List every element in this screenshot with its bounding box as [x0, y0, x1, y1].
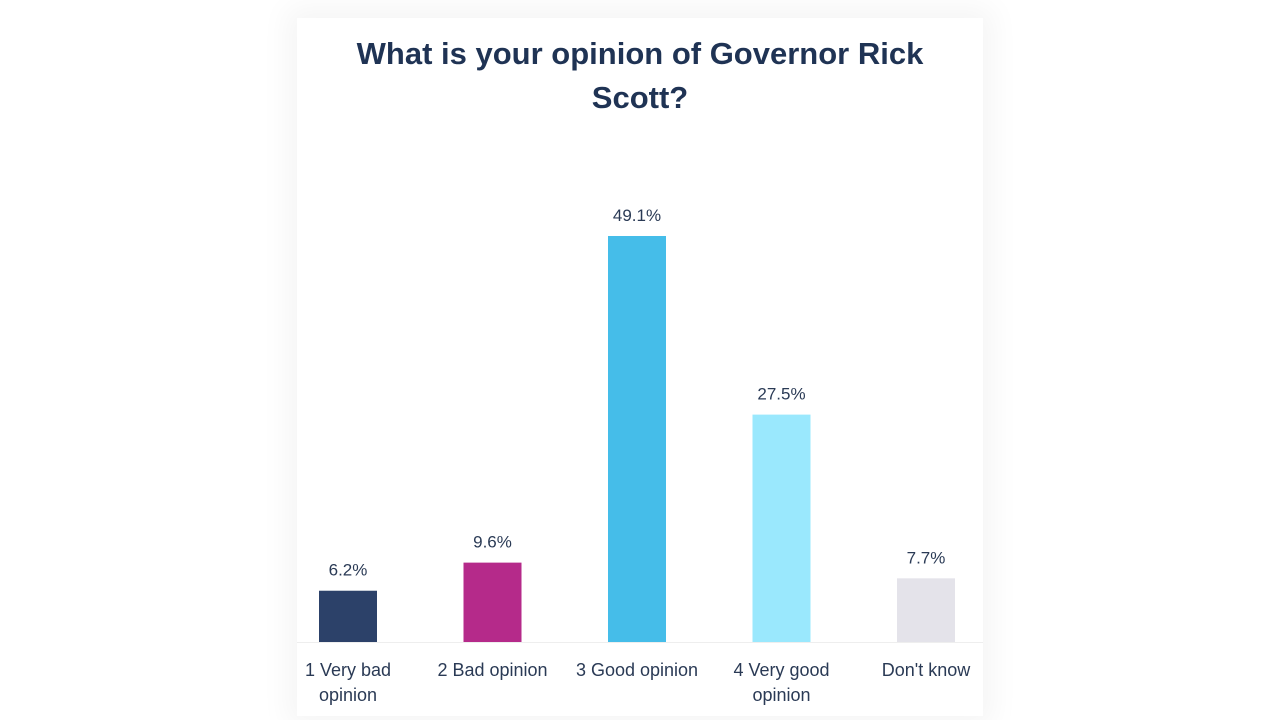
bar-4 — [752, 414, 811, 642]
bar-3 — [608, 236, 666, 642]
value-label-4: 27.5% — [757, 385, 805, 404]
category-labels: 1 Very bad opinion 2 Bad opinion 3 Good opi… — [305, 660, 971, 705]
category-label-1-line-1: 1 Very bad — [305, 660, 391, 680]
bar-2 — [463, 562, 522, 642]
chart-card: What is your opinion of Governor Rick Sco… — [297, 18, 983, 716]
value-label-1: 6.2% — [329, 561, 368, 580]
chart-title: What is your opinion of Governor Rick Sco… — [357, 36, 924, 115]
value-label-5: 7.7% — [907, 548, 946, 567]
category-label-4-line-2: opinion — [752, 685, 810, 705]
category-label-5: Don't know — [882, 660, 971, 680]
category-label-4-line-1: 4 Very good — [733, 660, 829, 680]
value-label-2: 9.6% — [473, 533, 512, 552]
bar-5 — [897, 578, 955, 642]
category-label-1-line-2: opinion — [319, 685, 377, 705]
category-label-2-line-1: 2 Bad opinion — [437, 660, 547, 680]
category-label-4: 4 Very good opinion — [733, 660, 829, 705]
category-label-3: 3 Good opinion — [576, 660, 698, 680]
chart-title-line-1: What is your opinion of Governor Rick — [357, 36, 924, 71]
bar-chart: What is your opinion of Governor Rick Sco… — [297, 36, 983, 705]
chart-title-line-2: Scott? — [592, 80, 688, 115]
category-label-3-line-1: 3 Good opinion — [576, 660, 698, 680]
category-label-2: 2 Bad opinion — [437, 660, 547, 680]
value-label-3: 49.1% — [613, 206, 661, 225]
value-labels: 6.2% 9.6% 49.1% 27.5% 7.7% — [329, 206, 946, 580]
category-label-5-line-1: Don't know — [882, 660, 971, 680]
bars — [319, 236, 955, 642]
bar-1 — [319, 590, 377, 642]
category-label-1: 1 Very bad opinion — [305, 660, 391, 705]
